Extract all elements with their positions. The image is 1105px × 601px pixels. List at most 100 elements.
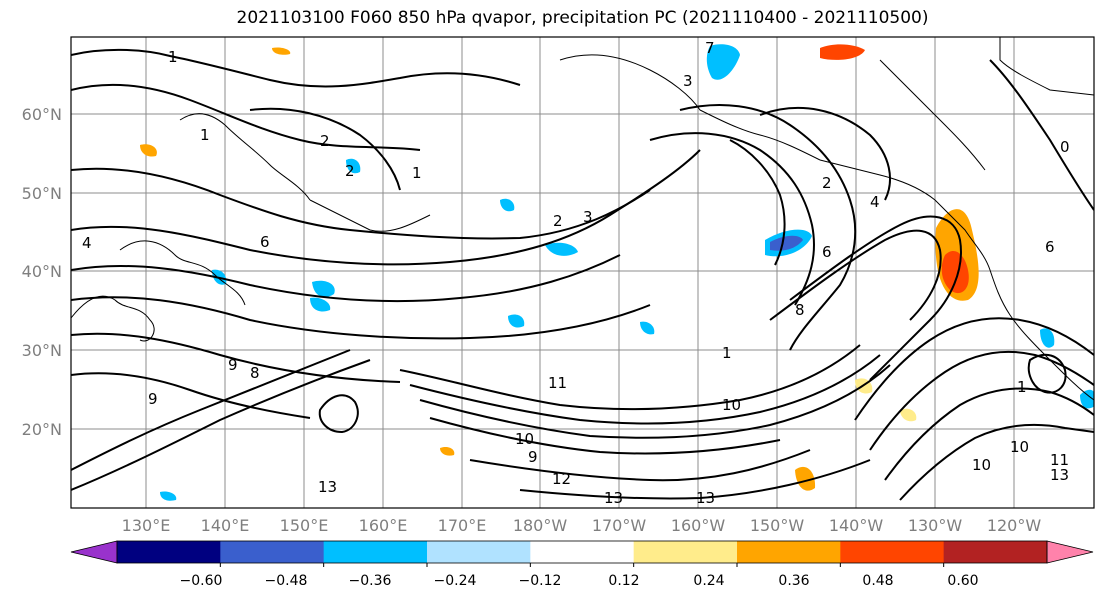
coastline: [309, 199, 431, 232]
contour-line: [71, 332, 401, 383]
contour-label: 9: [528, 448, 538, 466]
colorbar-extend-min: [70, 540, 118, 564]
contour-label: 13: [696, 489, 715, 507]
coastline: [999, 37, 1094, 96]
precip-cell: [900, 408, 917, 422]
contour-label: 9: [148, 390, 158, 408]
contour-label: 11: [548, 374, 567, 392]
contour-line: [71, 372, 311, 419]
colorbar-tick-label: −0.36: [349, 573, 392, 589]
contour-label: 2: [345, 162, 355, 180]
contour-line: [429, 417, 781, 455]
precip-cell: [1040, 328, 1055, 348]
colorbar-tick-label: 0.24: [693, 573, 724, 589]
colorbar-segment: [427, 541, 531, 563]
colorbar-tick-label: −0.48: [265, 573, 308, 589]
lon-label: 140°E: [201, 516, 250, 535]
contour-line: [71, 254, 621, 303]
contour-line: [869, 350, 1094, 451]
contour-line: [71, 83, 421, 151]
contour-label: 1: [722, 344, 732, 362]
precip-cell: [640, 321, 655, 335]
contour-line: [419, 364, 891, 439]
coastline: [819, 159, 1094, 401]
precip-cell: [1080, 389, 1094, 409]
contour-label: 6: [260, 233, 270, 251]
precip-cell: [312, 280, 335, 298]
colorbar-segment: [117, 541, 221, 563]
contour-label: 12: [552, 470, 571, 488]
precip-cell: [500, 198, 515, 212]
contour-line: [989, 59, 1094, 211]
contour-line: [649, 132, 815, 306]
contour-line: [249, 107, 401, 191]
colorbar-segment: [530, 541, 635, 563]
precip-cell: [545, 242, 578, 256]
lat-label: 60°N: [22, 105, 62, 124]
contour-label: 2: [822, 174, 832, 192]
contour-line: [71, 167, 651, 240]
contour-line: [71, 149, 701, 266]
colorbar-segment: [220, 541, 325, 563]
lon-label: 160°W: [671, 516, 726, 535]
colorbar-outline: [116, 540, 1048, 564]
contour-line: [679, 104, 857, 351]
colorbar-segment: [633, 541, 738, 563]
contour-line: [71, 349, 351, 471]
contour-line: [759, 106, 891, 201]
contour-label: 13: [1050, 466, 1069, 484]
lat-label: 40°N: [22, 262, 62, 281]
colorbar-ticks: −0.60 −0.48 −0.36 −0.24 −0.12 0.12 0.24 …: [180, 573, 979, 589]
colorbar-tick-label: 0.60: [947, 573, 978, 589]
contour-line: [71, 359, 371, 491]
contour-label: 3: [683, 72, 693, 90]
contour-label: 4: [82, 234, 92, 252]
colorbar-segment: [737, 541, 841, 563]
contour-label: 13: [318, 478, 337, 496]
contour-label: 10: [515, 430, 534, 448]
contour-line: [899, 423, 1094, 501]
contour-label: 6: [1045, 238, 1055, 256]
precip-cell: [440, 446, 455, 456]
contours: [71, 48, 1094, 501]
lat-label: 20°N: [22, 420, 62, 439]
contour-label: 11: [1050, 451, 1069, 469]
precip-cell: [160, 491, 177, 501]
coastline: [179, 113, 311, 201]
map-title: 2021103100 F060 850 hPa qvapor, precipit…: [236, 8, 929, 28]
contour-label: 0: [1060, 138, 1070, 156]
lon-label: 180°W: [513, 516, 568, 535]
contour-label: 6: [822, 243, 832, 261]
precip-cell: [941, 250, 969, 294]
contour-line: [519, 459, 871, 500]
lon-label: 140°W: [829, 516, 884, 535]
contour-line: [729, 139, 786, 266]
colorbar-tick-label: 0.12: [608, 573, 639, 589]
contour-label: 1: [200, 126, 210, 144]
contour-line: [469, 449, 811, 482]
lon-label: 170°W: [592, 516, 647, 535]
contour-line: [854, 317, 1094, 421]
colorbar-segment: [943, 541, 1048, 563]
map-frame: [70, 36, 1095, 509]
contour-line: [318, 394, 359, 434]
contour-label: 9: [228, 356, 238, 374]
precip-cell: [310, 297, 331, 312]
colorbar-tick-label: −0.60: [180, 573, 223, 589]
contour-line: [884, 387, 1094, 481]
lon-label: 160°E: [359, 516, 408, 535]
contour-line: [769, 229, 942, 321]
coastlines: [71, 37, 1094, 401]
lon-label: 130°W: [908, 516, 963, 535]
contour-label: 10: [1010, 438, 1029, 456]
lon-label: 150°W: [750, 516, 805, 535]
lat-label: 30°N: [22, 341, 62, 360]
contour-label: 10: [722, 396, 741, 414]
coastline: [559, 54, 821, 161]
precip-cell: [508, 314, 525, 328]
contour-label: 1: [1017, 378, 1027, 396]
contour-line: [399, 344, 861, 411]
longitude-labels: 130°E 140°E 150°E 160°E 170°E 180°W 170°…: [122, 516, 1042, 535]
contour-label: 13: [604, 489, 623, 507]
